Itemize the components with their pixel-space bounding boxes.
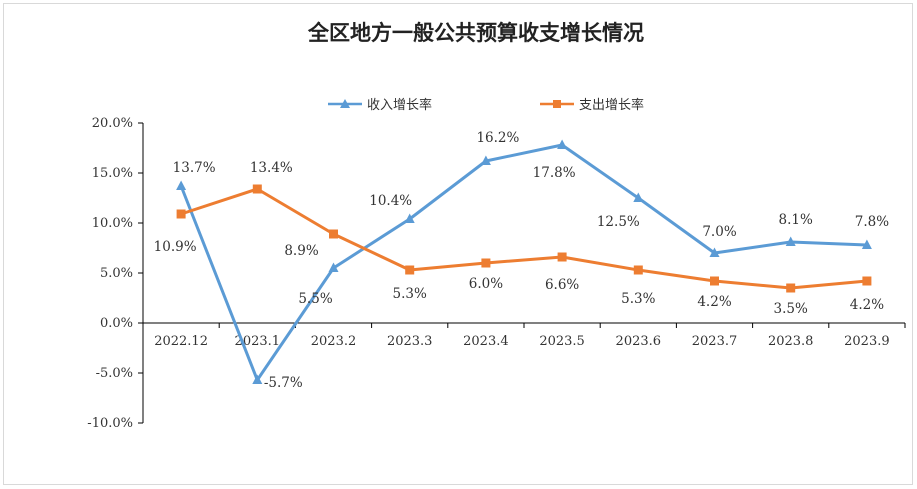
expense-point: [252, 184, 262, 194]
income-data-label: 13.7%: [173, 160, 216, 176]
expense-point: [557, 252, 567, 262]
income-data-label: -5.7%: [264, 375, 303, 391]
income-point: [176, 180, 187, 190]
x-tick-label: 2023.1: [235, 334, 281, 349]
expense-data-label: 5.3%: [621, 291, 655, 307]
expense-data-label: 4.2%: [697, 294, 731, 310]
series-layer: [176, 139, 872, 384]
legend-expense-marker: [553, 100, 561, 108]
expense-point: [329, 229, 338, 239]
y-tick-label: 10.0%: [92, 216, 133, 231]
income-point: [785, 236, 796, 246]
income-data-label: 8.1%: [779, 212, 813, 228]
income-data-label: 7.0%: [702, 224, 736, 240]
expense-point: [633, 265, 643, 275]
x-tick-label: 2023.4: [463, 334, 509, 349]
x-tick-label: 2023.9: [844, 334, 890, 349]
x-tick-label: 2023.3: [387, 334, 433, 349]
legend-income-marker: [340, 99, 350, 108]
income-point: [557, 139, 568, 149]
income-point: [404, 213, 415, 223]
expense-point: [786, 283, 796, 293]
expense-point: [710, 276, 719, 286]
expense-point: [176, 209, 186, 219]
data-labels-layer: 13.7% -5.7% 5.5% 10.4% 16.2% 17.8% 12.5% 7.0% 8.…: [154, 130, 890, 391]
income-point: [480, 155, 491, 165]
income-series-line: [179, 143, 867, 382]
expense-data-label: 13.4%: [250, 160, 293, 176]
axes: 20.0% 15.0% 10.0% 5.0% 0.0% -5.0% -10.0% 2022.1…: [87, 116, 906, 431]
income-data-label: 17.8%: [533, 165, 576, 181]
expense-point: [481, 258, 491, 268]
expense-data-label: 3.5%: [774, 301, 808, 317]
chart-frame: [3, 3, 913, 485]
income-point: [633, 192, 644, 202]
income-point: [709, 247, 720, 257]
income-point: [252, 374, 263, 384]
expense-series-line: [180, 187, 868, 290]
legend-expense-label: 支出增长率: [579, 97, 644, 113]
legend: 收入增长率 支出增长率: [328, 97, 644, 113]
income-point: [328, 262, 339, 272]
income-data-label: 7.8%: [855, 214, 889, 230]
income-data-label: 10.4%: [369, 193, 412, 209]
expense-data-label: 6.0%: [469, 276, 503, 292]
expense-data-label: 4.2%: [850, 297, 884, 313]
income-point: [861, 239, 872, 249]
expense-data-label: 5.3%: [393, 286, 427, 302]
expense-data-label: 10.9%: [154, 239, 197, 255]
x-tick-label: 2023.5: [539, 334, 585, 349]
x-tick-label: 2023.8: [768, 334, 814, 349]
income-data-label: 16.2%: [476, 130, 519, 146]
income-data-label: 5.5%: [298, 291, 332, 307]
y-tick-label: -5.0%: [96, 366, 133, 381]
x-tick-label: 2022.12: [154, 334, 208, 349]
expense-data-label: 8.9%: [284, 243, 318, 259]
expense-point: [862, 276, 872, 286]
expense-data-label: 6.6%: [545, 277, 579, 293]
y-tick-label: 0.0%: [100, 316, 133, 331]
x-tick-label: 2023.2: [311, 334, 357, 349]
chart-title: 全区地方一般公共预算收支增长情况: [307, 21, 644, 45]
y-tick-label: -10.0%: [87, 416, 133, 431]
x-tick-label: 2023.6: [616, 334, 662, 349]
y-tick-label: 5.0%: [100, 266, 133, 281]
expense-point: [405, 265, 415, 275]
y-tick-label: 15.0%: [92, 166, 133, 181]
income-data-label: 12.5%: [597, 214, 640, 230]
x-tick-label: 2023.7: [692, 334, 738, 349]
legend-income-label: 收入增长率: [367, 97, 432, 113]
y-tick-label: 20.0%: [92, 116, 133, 131]
